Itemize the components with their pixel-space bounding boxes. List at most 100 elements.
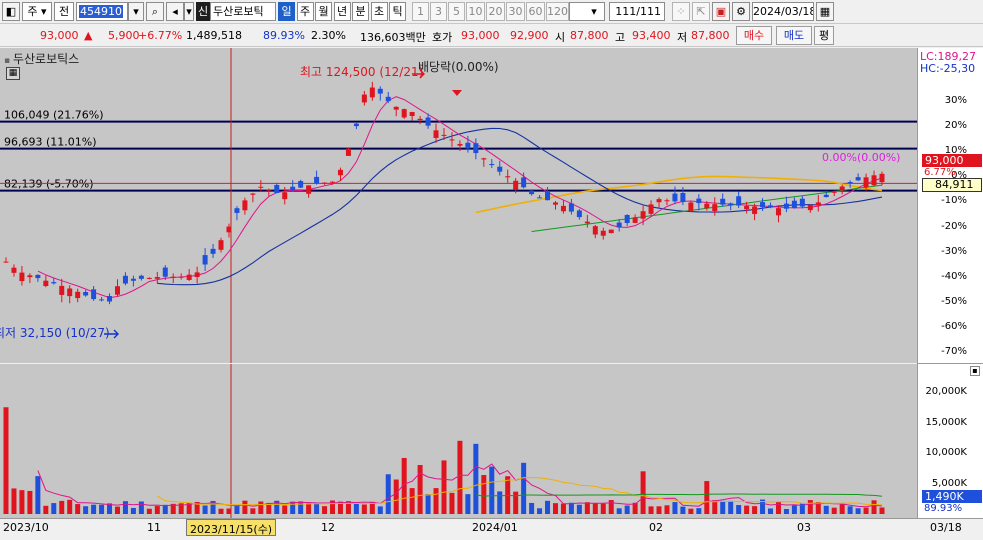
volume-bar: [648, 506, 654, 514]
volume-bar: [624, 505, 630, 514]
candle-body: [91, 289, 97, 300]
prev-button[interactable]: 전: [54, 2, 74, 21]
resize-icon[interactable]: ⇱: [692, 2, 710, 21]
candle-body: [178, 276, 184, 278]
trade-amount: 136,603백만: [360, 31, 426, 44]
candle-body: [369, 87, 375, 98]
date-field[interactable]: 2024/03/18: [752, 2, 814, 21]
search-icon[interactable]: ⌕: [146, 2, 164, 21]
candle-body: [736, 196, 742, 206]
table-icon[interactable]: ▦: [6, 67, 20, 80]
ma20-line: [157, 127, 883, 286]
speaker-dropdown-icon[interactable]: ▾: [184, 2, 194, 21]
volume-bar: [178, 503, 184, 514]
minute-tab[interactable]: 20: [486, 2, 505, 21]
stock-code-input[interactable]: 454910: [76, 2, 128, 21]
volume-bar: [552, 503, 558, 514]
candle-body: [712, 204, 718, 212]
volume-bar: [258, 501, 264, 514]
high-label: 고: [615, 31, 626, 44]
period-tab[interactable]: 주: [296, 2, 314, 21]
speaker-icon[interactable]: ◂: [166, 2, 184, 21]
volume-bar: [752, 506, 758, 514]
volume-bar: [839, 504, 845, 514]
volume-bar: [600, 503, 606, 514]
minute-select[interactable]: ▾: [569, 2, 605, 21]
candle-body: [138, 275, 144, 279]
volume-bar: [353, 502, 359, 514]
candle-body: [783, 203, 789, 209]
volume-bar: [210, 500, 216, 514]
volume-pane[interactable]: [0, 364, 917, 518]
sell-button[interactable]: 매도: [776, 26, 812, 45]
period-tab[interactable]: 월: [315, 2, 332, 21]
candle-body: [154, 277, 160, 279]
window-icon[interactable]: ◧: [2, 2, 20, 21]
candle-body: [465, 142, 471, 149]
minute-tab[interactable]: 10: [466, 2, 485, 21]
volume-bar: [138, 501, 144, 514]
volume-bar: [282, 505, 288, 514]
credit-tag: 신: [196, 2, 210, 21]
volume-bar: [775, 501, 781, 514]
period-tab[interactable]: 일: [278, 2, 295, 21]
minute-tab[interactable]: 30: [506, 2, 525, 21]
candle-body: [449, 139, 455, 141]
candle-body: [704, 203, 710, 209]
market-type-label: 주: [27, 5, 38, 18]
date-label: 2023/10: [3, 521, 49, 534]
close-pane-icon[interactable]: ▪: [970, 366, 980, 376]
volume-bar: [345, 501, 351, 514]
axis-separator: [918, 363, 983, 364]
period-tab[interactable]: 분: [352, 2, 369, 21]
volume-pct-tag: 89.93%: [924, 503, 963, 514]
code-dropdown-icon[interactable]: ▾: [128, 2, 144, 21]
candle-body: [122, 275, 128, 284]
low-annotation: 최저 32,150 (10/27): [0, 326, 110, 340]
minute-tab[interactable]: 5: [448, 2, 465, 21]
right-axis: LC:189,27 HC:-25,30 30% 20% 10% 0% -10% -20% -…: [917, 48, 983, 518]
date-label: 02: [649, 521, 663, 534]
turnover-rate: 2.30%: [311, 29, 346, 42]
candle-body: [473, 143, 479, 154]
gear-icon[interactable]: ⚙: [732, 2, 750, 21]
volume-bar: [75, 504, 81, 514]
grid-icon[interactable]: ⁘: [672, 2, 690, 21]
minute-tab[interactable]: 1: [412, 2, 429, 21]
period-tab[interactable]: 년: [333, 2, 351, 21]
percent-tick-label: -70%: [941, 346, 967, 357]
volume-bar: [83, 506, 89, 514]
price-chart-svg: 106,049 (21.76%) 96,693 (11.01%) 82,139 (-…: [0, 48, 917, 363]
percent-tick-label: -30%: [941, 245, 967, 257]
date-label: 03/18: [930, 521, 962, 534]
candle-body: [871, 175, 877, 186]
save-icon[interactable]: ▣: [712, 2, 730, 21]
period-tab[interactable]: 틱: [389, 2, 406, 21]
volume-ma60-line: [475, 493, 883, 497]
volume-bar: [91, 504, 97, 514]
average-button[interactable]: 평: [814, 26, 834, 45]
candle-body: [799, 198, 805, 207]
minute-tab[interactable]: 3: [430, 2, 447, 21]
candle-body: [831, 191, 837, 193]
buy-button[interactable]: 매수: [736, 26, 772, 45]
level-label: 82,139 (-5.70%): [4, 178, 93, 191]
count-field[interactable]: 111/111: [609, 2, 665, 21]
candle-body: [250, 193, 256, 195]
calendar-icon[interactable]: ▦: [816, 2, 834, 21]
period-tab[interactable]: 초: [370, 2, 388, 21]
candle-body: [656, 199, 662, 203]
up-arrow-icon: ▲: [84, 29, 93, 42]
volume-bar: [823, 505, 829, 514]
price-pane[interactable]: 106,049 (21.76%) 96,693 (11.01%) 82,139 (-…: [0, 48, 917, 363]
candle-body: [576, 210, 582, 218]
volume-bar: [688, 508, 694, 514]
candle-body: [3, 261, 9, 263]
percent-tick-label: -20%: [941, 220, 967, 232]
stock-chart[interactable]: 106,049 (21.76%) 96,693 (11.01%) 82,139 (-…: [0, 48, 983, 518]
chart-title-text: 두산로보틱스: [12, 52, 80, 66]
market-type-select[interactable]: 주 ▾: [22, 2, 52, 21]
minute-tab[interactable]: 60: [526, 2, 545, 21]
minute-tab[interactable]: 120: [546, 2, 569, 21]
candle-body: [83, 292, 89, 296]
